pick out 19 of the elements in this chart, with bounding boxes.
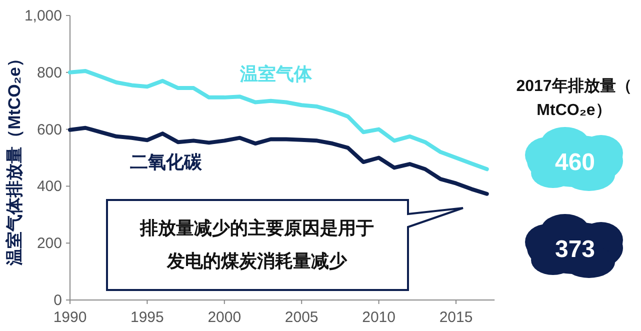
text: 2017年排放量（MtCO₂e）: [516, 77, 632, 119]
y-tick-label: 1,000: [24, 8, 62, 24]
series-label: 二氧化碳: [130, 152, 203, 172]
text: 373: [554, 236, 596, 263]
y-tick-label: 600: [36, 121, 62, 138]
series-label: 温室气体: [239, 64, 313, 84]
x-tick-label: 1990: [53, 309, 87, 326]
x-tick-label: 2000: [208, 309, 242, 326]
x-tick-label: 1995: [130, 309, 164, 326]
x-tick-label: 2015: [439, 309, 473, 326]
y-axis-title: 温室气体排放量（MtCO₂e）: [5, 50, 24, 266]
x-tick-label: 2005: [284, 309, 318, 326]
text: 460: [554, 149, 596, 176]
y-tick-label: 400: [36, 178, 62, 196]
y-tick-label: 200: [36, 235, 62, 252]
y-tick-label: 800: [36, 64, 62, 82]
annotation: 排放量减少的主要原因是用于发电的煤炭消耗量减少: [139, 218, 374, 271]
y-tick-label: 0: [54, 292, 62, 309]
x-tick-label: 2010: [362, 309, 396, 326]
